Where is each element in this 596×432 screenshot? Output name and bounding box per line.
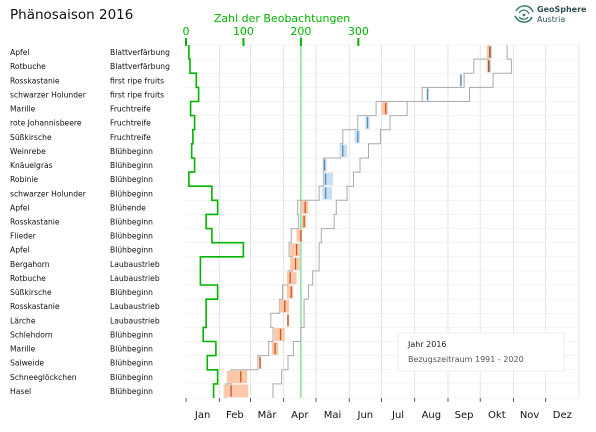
row-plant-label: Marille	[10, 105, 36, 114]
row-phase-label: Blattverfärbung	[110, 48, 170, 57]
top-axis-tick-label: 300	[348, 25, 369, 38]
observation-bar	[226, 370, 248, 384]
observation-bar	[296, 229, 302, 242]
row-plant-label: Apfel	[10, 48, 29, 57]
month-label: Jul	[391, 410, 404, 421]
reference-late-line	[272, 45, 512, 398]
row-plant-label: Rotbuche	[10, 274, 46, 283]
observation-count-series	[188, 45, 245, 398]
row-phase-label: Blühbeginn	[110, 330, 153, 339]
month-label: Okt	[488, 410, 506, 421]
observation-bars	[223, 45, 493, 398]
observation-bar	[286, 285, 294, 299]
row-phase-label: Blühbeginn	[110, 373, 153, 382]
row-plant-label: schwarzer Holunder	[10, 189, 87, 198]
row-phase-label: Blühbeginn	[110, 147, 153, 156]
row-phase-label: Blühende	[110, 203, 146, 212]
top-axis-tick-label: 200	[290, 25, 311, 38]
row-phase-label: first ripe fruits	[110, 76, 164, 85]
month-label: Feb	[226, 410, 244, 421]
reference-early-line	[225, 45, 490, 398]
logo-text-line1: GeoSphere	[537, 5, 587, 14]
row-phase-label: Laubaustrieb	[110, 316, 160, 325]
row-plant-label: Apfel	[10, 246, 29, 255]
top-axis-label: Zahl der Beobachtungen	[214, 12, 350, 25]
row-plant-label: Süßkirsche	[10, 288, 52, 297]
legend-reference: Bezugszeitraum 1991 - 2020	[408, 355, 524, 364]
top-axis-tick-label: 0	[183, 25, 190, 38]
month-label: Mai	[324, 410, 342, 421]
observation-bar	[223, 384, 249, 398]
legend-year: Jahr 2016	[407, 340, 447, 349]
observation-bar	[381, 102, 388, 115]
row-phase-label: first ripe fruits	[110, 90, 164, 99]
row-plant-label: Rosskastanie	[10, 218, 60, 227]
row-phase-label: Fruchtreife	[110, 119, 151, 128]
row-phase-label: Blühbeginn	[110, 246, 153, 255]
row-phase-label: Blühbeginn	[110, 387, 153, 396]
row-phase-label: Blühbeginn	[110, 218, 153, 227]
row-plant-label: Robinie	[10, 175, 38, 184]
row-plant-label: Schlehdorn	[10, 330, 53, 339]
month-label: Jan	[194, 410, 210, 421]
row-plant-label: Süßkirsche	[10, 133, 52, 142]
row-phase-label: Blattverfärbung	[110, 62, 170, 71]
row-plant-label: Marille	[10, 345, 36, 354]
row-plant-label: Salweide	[10, 359, 44, 368]
observation-bar	[274, 328, 285, 341]
row-phase-label: Laubaustrieb	[110, 260, 160, 269]
row-phase-label: Blühbeginn	[110, 189, 153, 198]
row-phase-label: Blühbeginn	[110, 359, 153, 368]
row-phase-label: Laubaustrieb	[110, 274, 160, 283]
row-plant-label: Flieder	[10, 232, 37, 241]
observation-bar	[323, 172, 334, 186]
observation-bar	[290, 243, 300, 257]
row-phase-label: Fruchtreife	[110, 105, 151, 114]
month-label: Apr	[291, 410, 309, 421]
row-phase-label: Blühbeginn	[110, 175, 153, 184]
month-label: Aug	[422, 410, 442, 421]
legend-background	[397, 332, 565, 372]
chart-axes: Jan Feb Mär Apr Mai Jun Jul Aug Sep Okt Nov Dez 0 100…	[183, 25, 572, 421]
row-plant-label: Lärche	[10, 316, 36, 325]
row-plant-label: Schneeglöckchen	[10, 373, 77, 382]
row-plant-label: Rosskastanie	[10, 302, 60, 311]
geosphere-logo: GeoSphere Austria	[514, 5, 587, 24]
row-plant-label: Rotbuche	[10, 62, 46, 71]
row-phase-label: Blühbeginn	[110, 288, 153, 297]
chart-title: Phänosaison 2016	[10, 7, 133, 23]
row-phase-label: Laubaustrieb	[110, 302, 160, 311]
row-plant-label: Knäuelgras	[10, 161, 53, 170]
row-plant-label: Weinrebe	[10, 147, 46, 156]
row-plant-label: Rosskastanie	[10, 76, 60, 85]
row-phase-label: Blühbeginn	[110, 232, 153, 241]
row-plant-label: Apfel	[10, 203, 29, 212]
row-plant-label: Bergahorn	[10, 260, 50, 269]
row-phase-label: Blühbeginn	[110, 161, 153, 170]
month-label: Nov	[520, 410, 540, 421]
logo-swirl-icon	[514, 5, 534, 23]
month-label: Dez	[553, 410, 572, 421]
legend-box: Jahr 2016 Bezugszeitraum 1991 - 2020	[397, 332, 565, 372]
reference-period-lines	[225, 45, 512, 398]
observation-count-line	[188, 45, 245, 398]
row-phase-label: Fruchtreife	[110, 133, 151, 142]
month-label: Sep	[455, 410, 474, 421]
observation-bar	[286, 271, 297, 285]
row-plant-label: rote Johannisbeere	[10, 119, 82, 128]
row-phase-label: Blühbeginn	[110, 345, 153, 354]
top-axis-tick-label: 100	[233, 25, 254, 38]
row-plant-label: schwarzer Holunder	[10, 90, 87, 99]
logo-text-line2: Austria	[537, 15, 565, 24]
observation-bar	[322, 186, 333, 200]
month-label: Mär	[258, 410, 278, 421]
row-labels: Apfel Blattverfärbung Rotbuche Blattverfärb…	[10, 48, 170, 396]
row-plant-label: Hasel	[10, 387, 31, 396]
month-label: Jun	[357, 410, 374, 421]
